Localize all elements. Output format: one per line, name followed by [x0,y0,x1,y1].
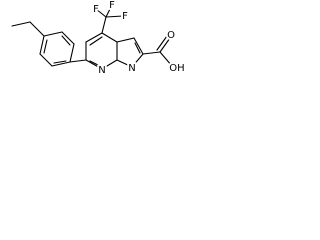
atom-label: N [98,65,105,76]
atom-label: OH [169,63,184,74]
structure-diagram: F F F N N O OH [11,0,187,78]
bond [43,39,48,54]
bond [105,4,113,18]
bond [116,59,133,68]
atom-label: N [128,63,135,74]
bond [11,21,31,27]
bond [85,32,103,43]
bond [133,37,144,55]
bond [101,16,107,34]
bond [156,35,168,51]
bond [39,53,53,67]
bond [29,21,45,37]
bond [159,51,173,67]
atom-label: O [167,30,175,41]
bond [43,31,63,37]
bond [134,42,141,54]
atom-label: F [93,4,99,15]
atom-label: F [122,11,128,22]
bond [61,31,75,45]
bond [61,35,71,46]
atom-labels: F F F N N O OH [91,0,187,78]
bond [85,59,103,70]
bond [131,53,144,68]
bond [101,59,118,70]
bond [53,60,67,64]
bond [142,51,161,55]
bond [89,36,103,46]
bond [105,15,124,18]
bond [39,35,45,55]
atom-label: F [109,0,115,11]
bond [69,59,87,63]
bond [159,37,171,53]
bond [51,61,71,67]
bond [89,60,101,67]
bond [69,43,75,63]
bond [95,8,107,18]
bonds [11,4,173,70]
bond [101,32,118,43]
bond [116,37,135,43]
